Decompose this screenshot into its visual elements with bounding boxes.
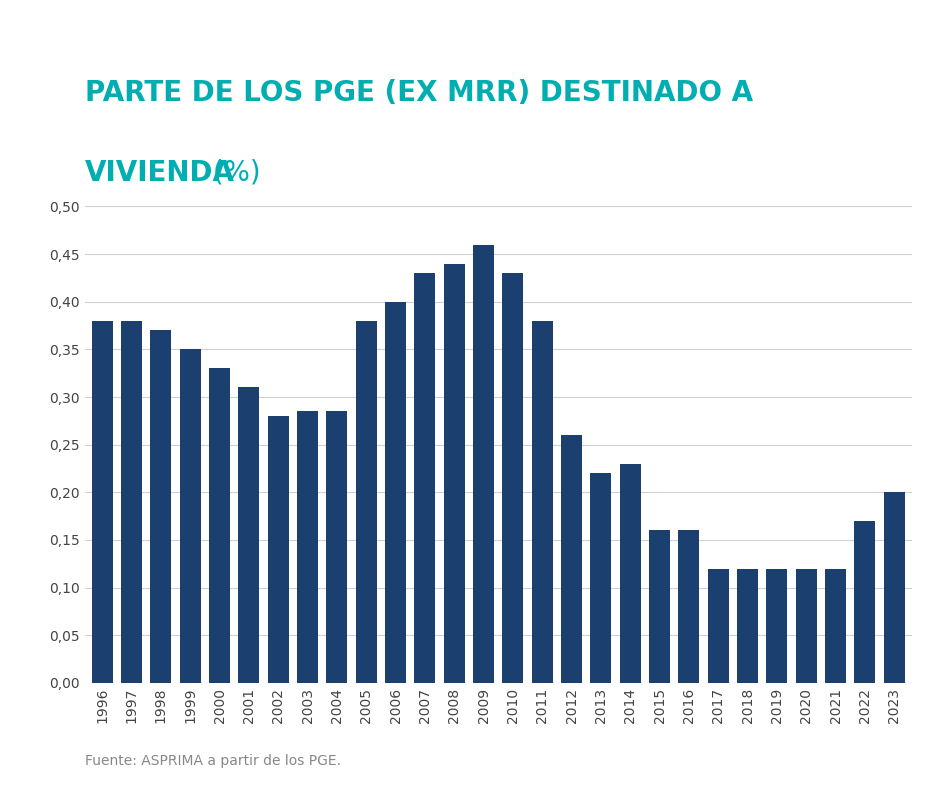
Bar [150, 330, 171, 683]
Bar [884, 492, 905, 683]
Bar [737, 569, 758, 683]
Bar [444, 264, 464, 683]
Bar [268, 416, 289, 683]
Bar [385, 302, 406, 683]
Bar [355, 321, 377, 683]
Bar [708, 569, 729, 683]
Bar [473, 245, 494, 683]
Bar [825, 569, 846, 683]
Bar [297, 411, 318, 683]
Bar [590, 473, 611, 683]
Bar [326, 411, 348, 683]
Text: PARTE DE LOS PGE (EX MRR) DESTINADO A: PARTE DE LOS PGE (EX MRR) DESTINADO A [85, 79, 753, 107]
Bar [502, 273, 524, 683]
Text: VIVIENDA: VIVIENDA [85, 159, 235, 187]
Bar [532, 321, 553, 683]
Bar [854, 521, 875, 683]
Bar [180, 349, 201, 683]
Bar [619, 464, 641, 683]
Bar [679, 530, 699, 683]
Bar [121, 321, 142, 683]
Bar [795, 569, 817, 683]
Bar [649, 530, 670, 683]
Bar [415, 273, 435, 683]
Bar [561, 435, 582, 683]
Text: Fuente: ASPRIMA a partir de los PGE.: Fuente: ASPRIMA a partir de los PGE. [85, 754, 340, 769]
Text: (%): (%) [204, 159, 260, 187]
Bar [766, 569, 788, 683]
Bar [209, 368, 230, 683]
Bar [239, 387, 259, 683]
Bar [91, 321, 113, 683]
